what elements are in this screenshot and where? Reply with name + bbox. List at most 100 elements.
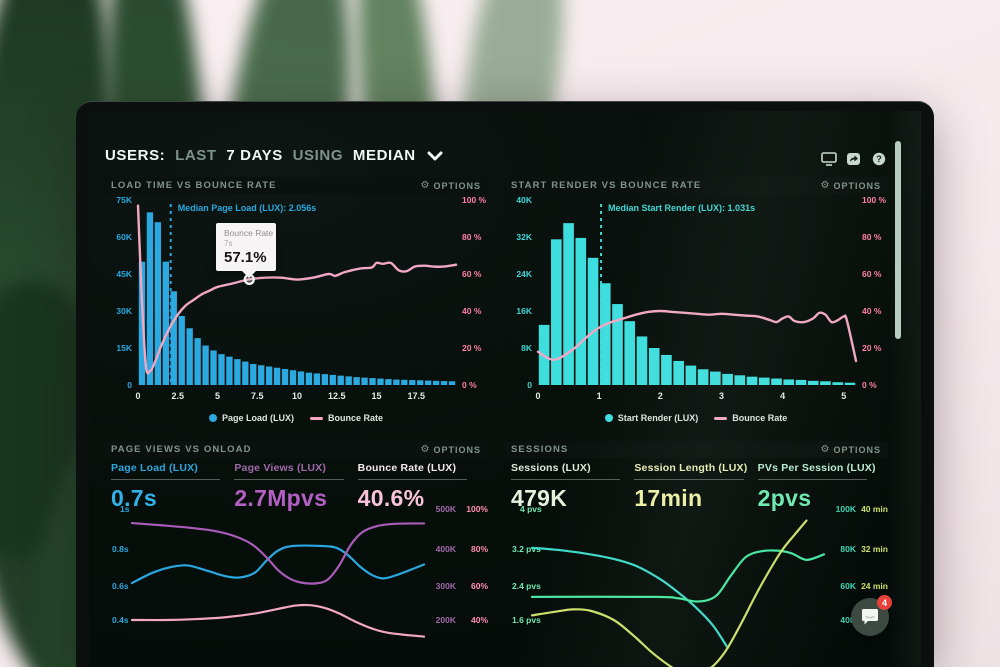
mini-axis-left: 1.6 pvs (512, 615, 541, 625)
histogram-bar (218, 354, 225, 385)
mini-axis-left: 1s (120, 504, 130, 514)
mini-axis-left: 2.4 pvs (512, 581, 541, 591)
mini-axis-right-primary: 60K (840, 581, 856, 591)
histogram-bar (210, 350, 217, 385)
histogram-bar (722, 373, 733, 385)
trend-line (130, 603, 426, 638)
x-axis-tick: 2 (658, 391, 663, 401)
y-axis-tick-right: 80 % (862, 232, 882, 242)
options-button[interactable]: ⚙ OPTIONS (820, 443, 881, 455)
y-axis-tick-left: 60K (116, 232, 132, 242)
histogram-bar (844, 382, 856, 385)
stat-block: Bounce Rate (LUX) 40.6% (357, 462, 481, 512)
histogram-bar (146, 212, 154, 385)
legend-marker (604, 414, 613, 422)
histogram-bar (258, 365, 265, 385)
gear-icon: ⚙ (420, 443, 430, 455)
stat-block: PVs Per Session (LUX) 2pvs (757, 462, 881, 512)
mini-axis-right-secondary: 24 min (861, 581, 888, 591)
histogram-bar (353, 377, 360, 385)
stat-label: Bounce Rate (LUX) (357, 462, 457, 474)
histogram-bar (685, 365, 697, 385)
histogram-bar (345, 376, 352, 385)
legend-item: Bounce Rate (310, 413, 383, 423)
histogram-bar (329, 374, 336, 385)
histogram-bar (226, 356, 233, 385)
stat-block: Page Views (LUX) 2.7Mpvs (234, 462, 357, 512)
median-label: Median Page Load (LUX): 2.056s (178, 203, 317, 213)
options-button[interactable]: ⚙ OPTIONS (420, 443, 481, 455)
mini-axis-left: 0.6s (112, 581, 129, 591)
dashboard-title-dropdown[interactable]: USERS: LAST 7 DAYS USING MEDIAN (105, 147, 443, 165)
histogram-bar (305, 372, 313, 385)
y-axis-tick-left: 15K (116, 343, 132, 353)
start-render-chart[interactable]: 0 8K 16K 24K 32K 40K 0 % 20 % 40 % 60 % 80 % 100 % 0… (504, 194, 888, 414)
y-axis-tick-left: 45K (116, 269, 132, 279)
histogram-bar (321, 374, 328, 385)
legend-label: Page Load (LUX) (221, 413, 294, 423)
mini-axis-right-secondary: 32 min (861, 544, 888, 554)
histogram-bar (202, 345, 209, 385)
title-segment: USERS: (105, 147, 166, 164)
trend-line (130, 544, 426, 585)
stat-value: 2pvs (757, 485, 812, 511)
mini-axis-right-secondary: 40 min (861, 504, 888, 514)
options-button[interactable]: ⚙ OPTIONS (421, 180, 481, 191)
histogram-bar (783, 379, 795, 385)
y-axis-tick-left: 0 (527, 380, 532, 390)
share-icon[interactable] (845, 151, 862, 166)
histogram-bar (417, 380, 424, 385)
histogram-bar (612, 304, 623, 385)
y-axis-tick-left: 8K (521, 343, 533, 353)
y-axis-tick-left: 32K (516, 232, 532, 242)
histogram-bar (448, 381, 456, 385)
chat-bubble-icon (862, 609, 878, 625)
options-button[interactable]: ⚙ OPTIONS (820, 179, 881, 191)
panel-header: PAGE VIEWS VS ONLOAD ⚙ OPTIONS (104, 441, 488, 458)
histogram-bar (795, 379, 807, 385)
stat-underline (111, 479, 221, 480)
legend-label: Bounce Rate (328, 413, 384, 423)
panel-header: START RENDER VS BOUNCE RATE ⚙ OPTIONS (504, 177, 888, 194)
gear-icon: ⚙ (820, 179, 830, 191)
bounce-rate-line (536, 309, 858, 363)
scrollbar-thumb[interactable] (895, 141, 901, 339)
stat-underline (357, 479, 467, 480)
x-axis-tick: 4 (780, 391, 785, 401)
stat-block: Sessions (LUX) 479K (511, 462, 634, 512)
mini-axis-left: 4 pvs (520, 504, 542, 514)
stat-label: Page Views (LUX) (234, 462, 327, 474)
histogram-bar (807, 380, 819, 385)
help-icon[interactable]: ? (870, 151, 887, 166)
display-icon[interactable] (820, 151, 837, 166)
y-axis-tick-left: 24K (516, 269, 532, 279)
chat-widget-button[interactable]: 4 (851, 595, 892, 636)
mini-axis-right-secondary: 60% (471, 581, 488, 591)
title-segment: USING (292, 147, 344, 164)
mini-axis-right-secondary: 80% (471, 544, 488, 554)
histogram-bar (710, 371, 721, 385)
options-label: OPTIONS (433, 444, 481, 455)
histogram-bar (154, 222, 162, 385)
mini-axis-right-primary: 200K (436, 615, 457, 625)
stat-underline (634, 479, 744, 480)
histogram-bar (673, 360, 684, 385)
histogram-bar (746, 376, 758, 385)
load-time-chart[interactable]: 0 15K 30K 45K 60K 75K 0 % 20 % 40 % 60 % 80 % 100 %… (104, 194, 488, 414)
panel-header: SESSIONS ⚙ OPTIONS (504, 441, 888, 458)
chat-badge: 4 (877, 595, 892, 610)
page-views-chart[interactable]: 1s 0.8s 0.6s 0.4s 500K 400K 300K 200K 100% 80% 60%… (104, 503, 488, 667)
legend-item: Page Load (LUX) (208, 413, 294, 423)
gear-icon: ⚙ (820, 443, 830, 455)
legend-label: Bounce Rate (732, 413, 788, 423)
y-axis-tick-right: 40 % (462, 306, 482, 316)
chart-legend: Page Load (LUX) Bounce Rate (104, 413, 488, 423)
mini-axis-right-primary: 400K (436, 544, 457, 554)
sessions-chart[interactable]: 4 pvs 3.2 pvs 2.4 pvs 1.6 pvs 100K 80K 60K 40K 4… (504, 503, 888, 667)
histogram-bar (624, 321, 636, 385)
histogram-bar (771, 378, 782, 385)
histogram-bar (440, 381, 448, 385)
panel-sessions: SESSIONS ⚙ OPTIONS Sessions (LUX) 479K Ses… (504, 441, 888, 667)
histogram-bar (242, 361, 249, 385)
stats-row: Page Load (LUX) 0.7s Page Views (LUX) 2.7Mp… (111, 462, 481, 512)
